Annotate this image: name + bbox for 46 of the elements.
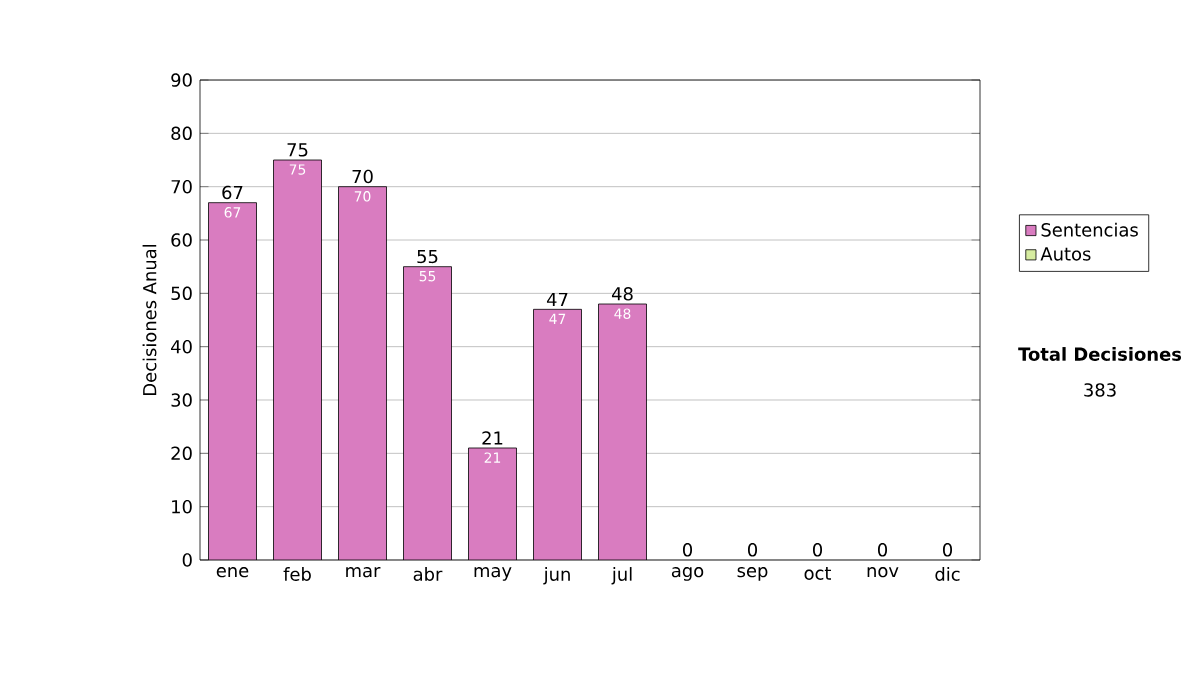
x-tick-label: feb [283, 567, 311, 581]
total-label: 55 [417, 249, 438, 264]
bar [598, 303, 647, 560]
y-tick-label: 0 [182, 553, 192, 567]
x-tick-label: may [474, 567, 512, 581]
total-label: 75 [287, 143, 308, 157]
x-tick-label: mar [346, 567, 381, 578]
legend-label: Sentencias [1041, 222, 1138, 237]
total-label: 0 [747, 543, 758, 557]
total-label: 0 [877, 543, 888, 557]
y-tick-label: 60 [171, 233, 192, 247]
x-tick-label: dic [935, 567, 960, 581]
text: Total Decisiones [1018, 347, 1182, 361]
bar [468, 447, 517, 560]
total-label: 70 [352, 169, 373, 184]
total-label: 21 [482, 431, 503, 445]
total-label: 0 [812, 543, 823, 557]
bar [338, 186, 387, 560]
y-tick-label: 10 [172, 499, 192, 514]
y-tick-label: 50 [171, 286, 192, 301]
x-tick-label: jul [611, 567, 632, 585]
total-label: 48 [611, 287, 633, 301]
bar [403, 266, 452, 560]
total-label: 0 [682, 543, 693, 557]
y-tick-label: 80 [171, 126, 192, 141]
total-label: 47 [546, 292, 568, 306]
x-tick-label: oct [804, 567, 832, 580]
x-tick-label: sep [737, 567, 768, 581]
x-tick-label: ene [216, 567, 249, 578]
bar [273, 159, 322, 560]
y-tick-label: 70 [171, 179, 192, 194]
x-tick-label: nov [867, 567, 899, 578]
bar [208, 202, 257, 560]
y-axis-title: Decisiones Anual [142, 244, 157, 395]
x-tick-label: ago [671, 567, 704, 581]
y-tick-label: 90 [171, 73, 192, 87]
x-tick-label: abr [413, 567, 443, 581]
bar [533, 308, 582, 560]
legend-label: Autos [1040, 247, 1091, 261]
y-tick-label: 20 [171, 446, 192, 461]
total-label: 0 [942, 543, 953, 557]
total-label: 67 [222, 185, 243, 200]
y-tick-label: 30 [171, 393, 192, 407]
x-tick-label: jun [543, 567, 570, 585]
text: 383 [1084, 383, 1116, 397]
y-tick-label: 40 [171, 339, 192, 354]
